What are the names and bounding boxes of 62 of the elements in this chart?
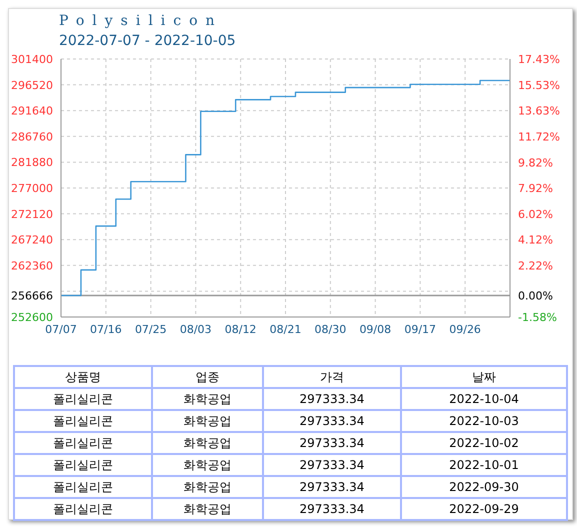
x-tick-label: 07/25 xyxy=(134,322,167,336)
text: 2022-10-04 xyxy=(401,388,567,410)
text: 297333.34 xyxy=(262,388,402,410)
y-tick-label: 281880 xyxy=(11,156,53,170)
y-tick-label: 262360 xyxy=(11,259,53,272)
x-tick-label: 09/17 xyxy=(404,322,436,336)
category-label: 날짜 xyxy=(401,366,567,388)
text: 폴리실리콘 xyxy=(14,498,152,520)
text: 화학공업 xyxy=(152,432,263,454)
y2-tick-label: 11.72% xyxy=(518,130,560,144)
text: 화학공업 xyxy=(152,476,263,498)
text: 2022-09-29 xyxy=(401,498,567,520)
y-tick-label: 301400 xyxy=(11,53,53,66)
text: 2022-10-02 xyxy=(401,432,567,454)
y-tick-label: 291640 xyxy=(11,104,53,118)
text: 2022-09-30 xyxy=(401,476,567,498)
y2-tick-label: 2.22% xyxy=(518,259,553,272)
chart-title: Polysilicon xyxy=(58,13,224,31)
y-tick-label: 252600 xyxy=(11,311,53,324)
y2-tick-label: 17.43% xyxy=(518,53,560,66)
y-tick-label: 296520 xyxy=(11,78,53,92)
text: 폴리실리콘 xyxy=(14,454,152,476)
y2-tick-label: 9.82% xyxy=(518,156,553,170)
text: 폴리실리콘 xyxy=(14,410,152,432)
y-tick-label: 286760 xyxy=(11,130,53,144)
y2-tick-label: 15.53% xyxy=(518,78,560,92)
text: 화학공업 xyxy=(152,454,263,476)
chart-subtitle: 2022-07-07 - 2022-10-05 xyxy=(58,33,237,51)
text: 화학공업 xyxy=(152,410,263,432)
y2-tick-label: 4.12% xyxy=(518,234,553,247)
y2-tick-label: 0.00% xyxy=(518,290,553,303)
y-tick-label: 272120 xyxy=(11,208,53,221)
text: 화학공업 xyxy=(152,388,263,410)
x-tick-label: 09/08 xyxy=(359,322,392,336)
text: 화학공업 xyxy=(152,498,263,520)
text: 297333.34 xyxy=(262,498,402,520)
x-tick-label: 08/03 xyxy=(180,322,212,336)
x-tick-label: 07/16 xyxy=(90,322,122,336)
text: 폴리실리콘 xyxy=(14,432,152,454)
x-tick-label: 09/26 xyxy=(449,322,481,336)
y-tick-label: 256666 xyxy=(11,290,53,303)
y2-tick-label: 6.02% xyxy=(518,208,553,221)
x-tick-label: 08/21 xyxy=(270,322,302,336)
text: 297333.34 xyxy=(262,476,402,498)
text: 297333.34 xyxy=(262,432,402,454)
y2-tick-label: 7.92% xyxy=(518,182,553,196)
y2-tick-label: 13.63% xyxy=(518,104,560,118)
category-label: 가격 xyxy=(262,366,402,388)
text: 2022-10-01 xyxy=(401,454,567,476)
x-tick-label: 07/07 xyxy=(45,322,77,336)
category-label: 상품명 xyxy=(14,366,152,388)
y-tick-label: 277000 xyxy=(11,182,53,195)
text: 2022-10-03 xyxy=(401,410,567,432)
x-tick-label: 08/12 xyxy=(224,322,256,336)
text: 297333.34 xyxy=(262,454,402,476)
text: 폴리실리콘 xyxy=(14,476,152,498)
text: 297333.34 xyxy=(262,410,402,432)
y2-tick-label: -1.58% xyxy=(518,311,557,324)
y-tick-label: 267240 xyxy=(11,234,53,247)
category-label: 업종 xyxy=(152,366,263,388)
x-tick-label: 08/30 xyxy=(314,322,346,336)
text: 폴리실리콘 xyxy=(14,388,152,410)
